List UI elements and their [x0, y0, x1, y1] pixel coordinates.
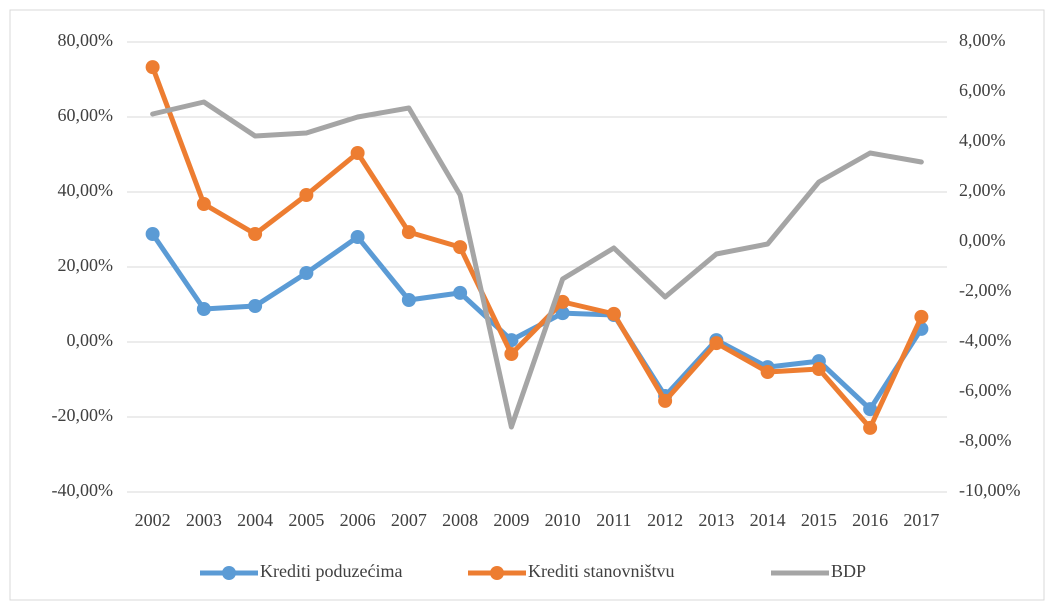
series-marker [401, 293, 416, 307]
series-marker [145, 227, 160, 241]
y-tick-label: 80,00% [58, 30, 114, 50]
x-tick-label: 2012 [647, 510, 683, 530]
series-marker [555, 306, 570, 321]
x-tick-label: 2010 [545, 510, 581, 530]
y-tick-label: -20,00% [52, 405, 114, 425]
series-marker [606, 306, 621, 321]
series-marker [811, 362, 826, 376]
y2-tick-label: 2,00% [959, 180, 1006, 200]
series-marker [504, 347, 519, 361]
series-marker [709, 336, 724, 351]
legend-label: Krediti stanovništvu [528, 561, 675, 581]
y-tick-label: 20,00% [58, 255, 114, 275]
series-marker [145, 60, 160, 75]
series-marker [453, 240, 468, 255]
y2-tick-label: -2,00% [959, 280, 1012, 300]
y2-tick-label: -6,00% [959, 380, 1012, 400]
x-tick-label: 2004 [237, 510, 273, 530]
x-tick-label: 2017 [903, 510, 939, 530]
x-tick-label: 2011 [596, 510, 631, 530]
y2-tick-label: 0,00% [959, 230, 1006, 250]
series-marker [760, 365, 775, 379]
x-tick-label: 2003 [186, 510, 222, 530]
legend-label: Krediti poduzećima [260, 561, 402, 581]
series-marker [555, 294, 570, 309]
series-marker [299, 266, 314, 280]
series-marker [196, 302, 211, 316]
y2-tick-label: 6,00% [959, 80, 1006, 100]
y-tick-label: -40,00% [52, 480, 114, 500]
series-marker [453, 285, 468, 300]
series-line [150, 64, 924, 431]
series-marker [196, 197, 211, 211]
series-line [150, 99, 924, 430]
y2-tick-label: 8,00% [959, 30, 1006, 50]
series-marker [350, 146, 365, 160]
y-tick-label: 60,00% [58, 105, 114, 125]
series-marker [401, 225, 416, 240]
x-tick-label: 2013 [698, 510, 734, 530]
x-tick-label: 2006 [340, 510, 376, 530]
x-tick-label: 2005 [288, 510, 324, 530]
y2-tick-label: -10,00% [959, 480, 1021, 500]
series-marker [914, 309, 929, 324]
y-tick-label: 40,00% [58, 180, 114, 200]
y2-tick-label: 4,00% [959, 130, 1006, 150]
series-marker [863, 420, 878, 435]
x-tick-label: 2016 [852, 510, 888, 530]
x-tick-label: 2015 [801, 510, 837, 530]
x-tick-label: 2008 [442, 510, 478, 530]
y2-tick-label: -4,00% [959, 330, 1012, 350]
y2-tick-label: -8,00% [959, 430, 1012, 450]
legend-label: BDP [831, 561, 866, 581]
y-tick-label: 0,00% [67, 330, 114, 350]
series-marker [863, 402, 878, 417]
x-tick-label: 2007 [391, 510, 427, 530]
series-marker [248, 299, 263, 313]
x-tick-label: 2009 [493, 510, 529, 530]
series-marker [658, 393, 673, 408]
series-marker [299, 188, 314, 202]
series-marker [248, 227, 263, 241]
x-tick-label: 2014 [750, 510, 786, 530]
series-marker [350, 230, 365, 244]
legend-marker [222, 566, 236, 580]
x-tick-label: 2002 [135, 510, 171, 530]
legend-marker [490, 566, 504, 580]
